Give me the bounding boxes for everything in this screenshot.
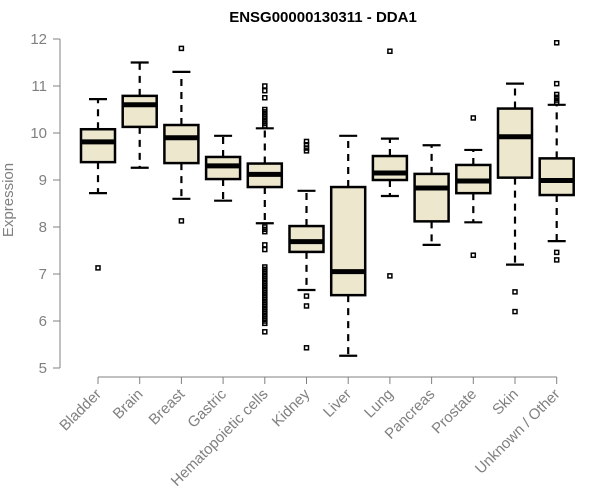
outlier-point bbox=[262, 246, 268, 253]
outlier-point bbox=[553, 249, 560, 256]
iqr-box bbox=[371, 154, 409, 182]
box-kidney bbox=[288, 138, 325, 351]
y-tick-label: 11 bbox=[31, 78, 47, 95]
outlier-point bbox=[178, 45, 185, 52]
y-tick-label: 8 bbox=[39, 219, 47, 236]
iqr-box bbox=[496, 107, 534, 179]
iqr-box bbox=[288, 224, 325, 254]
box-unknown-other bbox=[538, 40, 575, 263]
x-tick-label: Breast bbox=[146, 385, 189, 428]
box-lung bbox=[371, 48, 409, 279]
outlier-point bbox=[387, 273, 393, 279]
box-prostate bbox=[455, 115, 492, 258]
iqr-box bbox=[329, 185, 367, 297]
outlier-point bbox=[303, 345, 310, 351]
outlier-point bbox=[262, 242, 268, 248]
x-tick-label: Prostate bbox=[429, 386, 481, 438]
y-tick-label: 9 bbox=[39, 172, 47, 189]
y-tick-label: 5 bbox=[39, 360, 47, 377]
outlier-point bbox=[553, 80, 560, 87]
outlier-point bbox=[553, 94, 560, 101]
outlier-point bbox=[303, 303, 310, 309]
outlier-point bbox=[553, 40, 560, 46]
x-tick-label: Lung bbox=[361, 386, 397, 422]
box-brain bbox=[121, 61, 158, 169]
chart-title: ENSG00000130311 - DDA1 bbox=[229, 9, 417, 26]
box-gastric bbox=[204, 134, 242, 202]
x-tick-label: Kidney bbox=[269, 385, 314, 430]
x-tick-label: Brain bbox=[110, 386, 147, 423]
outlier-point bbox=[262, 329, 268, 335]
outlier-point bbox=[512, 289, 518, 295]
box-pancreas bbox=[413, 144, 450, 246]
outlier-point bbox=[553, 99, 560, 106]
box-hematopoietic-cells bbox=[246, 83, 284, 335]
y-tick-label: 6 bbox=[39, 313, 47, 330]
outlier-point bbox=[553, 91, 560, 98]
y-tick-label: 10 bbox=[30, 125, 47, 142]
outlier-point bbox=[262, 228, 268, 235]
box-bladder bbox=[79, 98, 117, 271]
outlier-point bbox=[387, 48, 393, 54]
outlier-point bbox=[470, 115, 477, 121]
outlier-point bbox=[178, 218, 185, 224]
iqr-box bbox=[413, 172, 450, 223]
outlier-point bbox=[303, 293, 310, 299]
iqr-box bbox=[79, 127, 117, 164]
iqr-box bbox=[163, 123, 200, 165]
outlier-point bbox=[95, 265, 101, 271]
x-tick-label: Bladder bbox=[56, 386, 105, 435]
outlier-point bbox=[262, 87, 268, 94]
y-axis-label: Expression bbox=[0, 163, 17, 237]
outlier-point bbox=[512, 308, 518, 315]
outlier-point bbox=[262, 123, 268, 129]
iqr-box bbox=[121, 94, 158, 129]
outlier-point bbox=[303, 145, 310, 151]
y-tick-label: 12 bbox=[30, 31, 47, 48]
outlier-point bbox=[262, 320, 268, 327]
outlier-point bbox=[303, 148, 310, 154]
iqr-box bbox=[538, 157, 575, 197]
outlier-point bbox=[262, 95, 268, 101]
outlier-point bbox=[262, 83, 268, 89]
box-breast bbox=[163, 45, 200, 224]
boxes-group bbox=[79, 40, 575, 357]
outlier-point bbox=[470, 252, 477, 258]
y-tick-label: 7 bbox=[39, 266, 47, 283]
y-axis: 5 6 7 8 9 10 11 12 bbox=[30, 31, 61, 377]
x-tick-label: Skin bbox=[489, 386, 522, 419]
box-skin bbox=[496, 82, 534, 315]
x-tick-label: Liver bbox=[320, 386, 355, 421]
outlier-point bbox=[553, 257, 560, 263]
box-liver bbox=[329, 134, 367, 357]
